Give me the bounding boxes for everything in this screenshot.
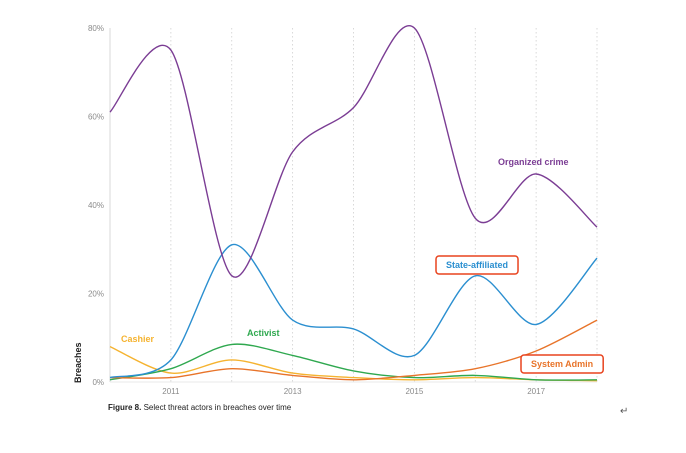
return-symbol: ↵ [620,406,629,417]
series-lines [109,25,598,382]
series-label-activist: Activist [247,328,280,338]
y-axis-label: Breaches [73,342,83,383]
axes: 0% 20% 40% 60% 80% 2011 2013 2015 2017 [88,24,597,396]
series-label-system-admin: System Admin [531,359,593,369]
series-line-state-affiliated [109,244,598,379]
y-tick-label: 60% [88,113,104,122]
x-tick-label: 2017 [527,387,545,396]
series-line-activist [109,343,598,381]
series-labels: Organized crime State-affiliated System Ad… [121,157,604,374]
series-label-box-state-affiliated [435,255,519,275]
grid [170,28,598,382]
series-label-state-affiliated: State-affiliated [446,260,508,270]
y-tick-label: 40% [88,201,104,210]
series-label-cashier: Cashier [121,334,155,344]
x-tick-label: 2015 [405,387,423,396]
series-label-organized-crime: Organized crime [498,157,569,167]
series-label-box-system-admin [520,354,604,374]
x-tick-label: 2011 [162,387,180,396]
figure-caption-number: Figure 8. [108,403,142,412]
y-tick-label: 80% [88,24,104,33]
y-tick-label: 0% [92,378,104,387]
series-line-organized-crime [109,25,598,278]
y-tick-label: 20% [88,290,104,299]
figure-caption-text: Select threat actors in breaches over ti… [141,403,292,412]
figure-caption: Figure 8. Select threat actors in breach… [108,403,291,412]
x-tick-label: 2013 [284,387,302,396]
